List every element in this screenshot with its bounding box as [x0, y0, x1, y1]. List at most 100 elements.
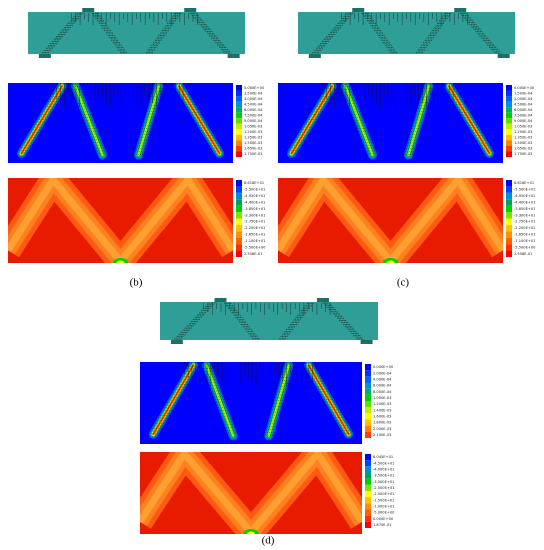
crack: [194, 12, 232, 54]
clipped: [147, 362, 355, 441]
legend-label: 1.200E-03: [244, 130, 262, 134]
crack: [270, 365, 291, 436]
legend-label: -2.500E+01: [373, 486, 394, 490]
legend-swatch: [365, 521, 371, 528]
legend-label: -5.500E+01: [244, 188, 265, 192]
legend-swatch: [236, 212, 242, 219]
legend-label: 0.000E+00: [514, 86, 535, 90]
legend-swatch: [506, 224, 512, 232]
strain-band: [137, 85, 160, 156]
legend-label: 4.500E-04: [244, 102, 263, 106]
legend-label: 1.050E-03: [244, 125, 262, 129]
crack: [326, 302, 364, 340]
crack: [17, 86, 59, 154]
legend-label: 9.000E-04: [514, 119, 533, 123]
legend-label: -5.500E+00: [244, 245, 266, 249]
legend-swatch: [506, 118, 512, 124]
crack: [306, 365, 347, 435]
crack: [75, 86, 103, 156]
crack: [302, 365, 343, 435]
legend-swatch: [506, 112, 512, 119]
legend-swatch: [236, 123, 242, 130]
legend-swatch: [365, 364, 371, 371]
legend-swatch: [506, 186, 512, 193]
strain-field: [140, 362, 362, 444]
legend-label: 8.000E-04: [373, 390, 392, 394]
legend-label: -3.850E+01: [244, 207, 265, 211]
crack: [23, 86, 65, 154]
crack: [149, 365, 190, 435]
crack: [347, 86, 375, 156]
legend-swatch: [365, 413, 371, 420]
legend-label: -1.100E+01: [514, 239, 535, 243]
legend-label: 6.045E+01: [373, 455, 393, 459]
crack: [172, 86, 214, 154]
crack: [312, 12, 350, 54]
legend-swatch: [506, 101, 512, 108]
legend-label: -2.200E+01: [244, 226, 265, 230]
legend-label: -1.650E+01: [514, 233, 535, 237]
crack: [421, 12, 453, 54]
stress-spot: [386, 260, 395, 263]
legend-label: 2.558E-01: [244, 252, 262, 256]
legend-label: 4.000E-04: [373, 377, 392, 381]
clipped: [15, 83, 226, 160]
crack: [92, 12, 124, 54]
legend-label: -1.000E+01: [373, 504, 394, 508]
legend-label: 1.000E-03: [373, 396, 391, 400]
crack: [310, 365, 351, 435]
legend-swatch: [236, 107, 242, 113]
crack: [314, 12, 352, 54]
crack: [454, 86, 496, 154]
legend-label: -4.950E+01: [244, 194, 265, 198]
legend-swatch: [236, 134, 242, 141]
legend-swatch: [365, 370, 371, 377]
crack: [47, 12, 85, 54]
crack: [149, 12, 181, 54]
crack: [182, 86, 224, 154]
legend-label: -3.000E+01: [373, 480, 394, 484]
crack: [366, 12, 398, 54]
legend-swatch: [236, 90, 242, 97]
legend-swatch: [236, 129, 242, 135]
legend-swatch: [236, 118, 242, 124]
crack: [343, 86, 371, 156]
crack: [312, 365, 353, 435]
legend-swatch: [365, 484, 371, 491]
crack: [204, 365, 232, 436]
legend-swatch: [506, 96, 512, 102]
legend-swatch: [236, 101, 242, 108]
legend-label: 2.100E-03: [373, 433, 391, 437]
legend-swatch: [506, 134, 512, 141]
legend-label: 0.000E+00: [373, 517, 394, 521]
legend-swatch: [236, 205, 242, 213]
legend-swatch: [365, 460, 371, 467]
crack: [155, 365, 196, 435]
legend-swatch: [236, 237, 242, 245]
crack: [287, 86, 329, 154]
crack: [274, 365, 295, 436]
crack: [81, 86, 109, 156]
legend-label: -2.750E+01: [244, 220, 265, 224]
legend-label: -1.650E+01: [244, 233, 265, 237]
legend-swatch: [506, 244, 512, 251]
legend-swatch: [365, 407, 371, 414]
crack: [42, 12, 80, 54]
crack: [174, 86, 216, 154]
legend-label: 1.200E-03: [373, 402, 391, 406]
crack: [177, 302, 215, 340]
crack: [44, 12, 82, 54]
crack: [351, 86, 379, 156]
clipped: [278, 178, 503, 263]
crack: [174, 302, 212, 340]
crack: [179, 302, 217, 340]
crack: [458, 12, 496, 54]
legend-swatch: [365, 454, 371, 461]
panel-label: (b): [130, 277, 143, 289]
legend-label: -5.000E+00: [373, 511, 395, 515]
crack: [210, 365, 238, 436]
clipped: [173, 302, 365, 340]
crack: [311, 12, 349, 54]
clipped: [8, 178, 233, 263]
support-pad: [170, 340, 183, 344]
